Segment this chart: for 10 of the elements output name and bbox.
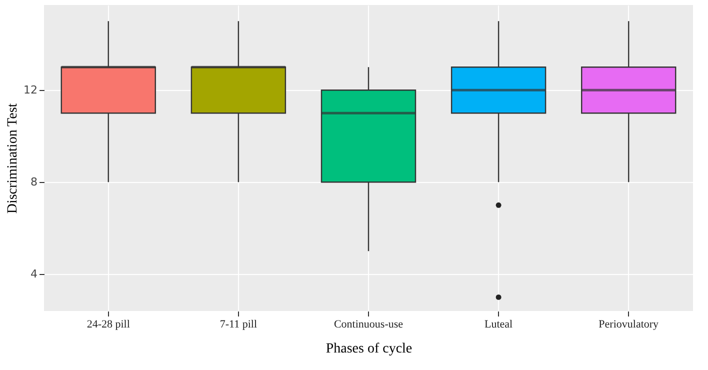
y-axis-title: Discrimination Test [6,103,21,214]
y-tick-label: 12 [24,84,38,97]
x-tick-label: 7-11 pill [220,318,258,330]
x-axis-title: Phases of cycle [326,342,412,356]
y-tick-label: 4 [30,268,38,281]
x-tick-label: Luteal [484,318,513,330]
x-tick-label: 24-28 pill [86,318,130,330]
x-tick-label: Periovulatory [598,318,660,330]
x-tick-label: Continuous-use [334,318,404,330]
y-tick-label: 8 [30,176,38,189]
